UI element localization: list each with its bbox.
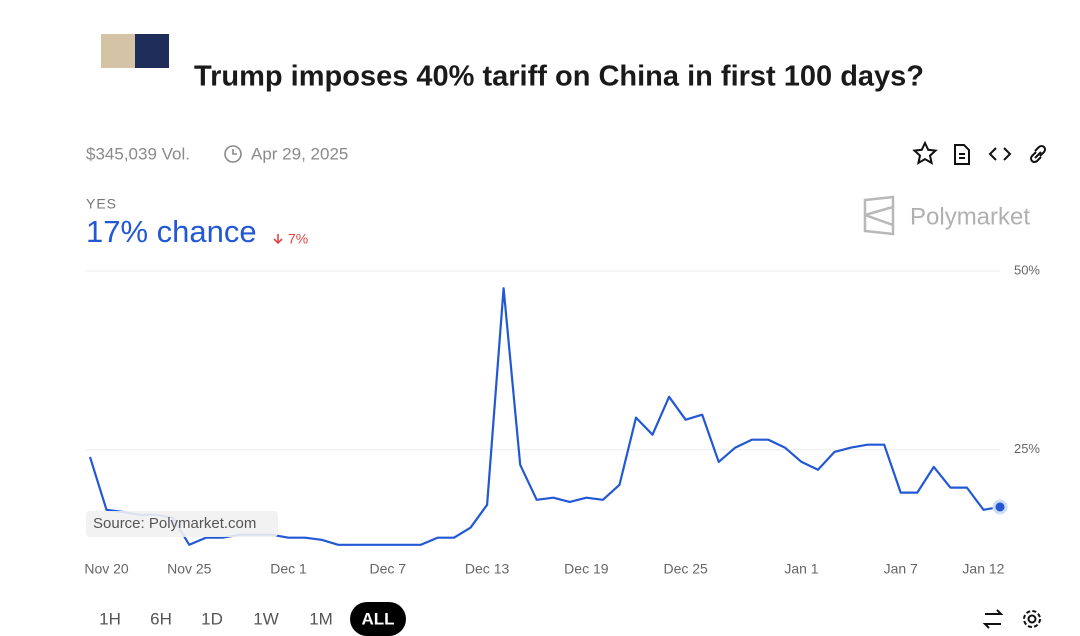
- source: Source: Polymarket.com: [93, 515, 256, 532]
- doc-icon[interactable]: [954, 144, 970, 165]
- range-button[interactable]: 1M: [309, 609, 333, 628]
- thumb-right: [135, 34, 169, 68]
- y-tick-label: 50%: [1014, 262, 1040, 277]
- range-button[interactable]: 6H: [150, 609, 172, 628]
- link-icon[interactable]: [1029, 144, 1047, 164]
- swap-icon[interactable]: [982, 609, 1004, 629]
- brand-logo: [863, 195, 895, 236]
- change: 7%: [288, 231, 308, 247]
- outcome-label: YES: [86, 196, 117, 212]
- end-date: Apr 29, 2025: [251, 144, 348, 163]
- thumb-left: [101, 34, 135, 68]
- x-tick-label: Nov 20: [84, 561, 129, 577]
- x-tick-label: Jan 1: [784, 561, 818, 577]
- x-tick-label: Jan 7: [884, 561, 918, 577]
- x-tick-label: Dec 13: [465, 561, 510, 577]
- chance: 17% chance: [86, 214, 257, 249]
- range-button[interactable]: 1W: [253, 609, 279, 628]
- embed-icon[interactable]: [988, 147, 1012, 161]
- x-tick-label: Dec 1: [270, 561, 307, 577]
- volume: $345,039 Vol.: [86, 144, 190, 163]
- gear-ring[interactable]: [1023, 610, 1041, 628]
- current-dot: [992, 499, 1008, 515]
- x-tick-label: Nov 25: [167, 561, 212, 577]
- x-tick-label: Jan 12: [962, 561, 1004, 577]
- x-tick-label: Dec 7: [370, 561, 407, 577]
- x-tick-label: Dec 25: [663, 561, 708, 577]
- plot: 25% 50% Nov 20 Nov 25 Dec 1 Dec 7 Dec 13 Dec 19…: [84, 262, 1040, 576]
- x-tick-label: Dec 19: [564, 561, 609, 577]
- range-button[interactable]: 1D: [201, 609, 223, 628]
- source-box: [86, 511, 278, 537]
- price-line: [88, 287, 1001, 546]
- market-title: Trump imposes 40% tariff on China in fir…: [194, 61, 924, 93]
- brand: Polymarket: [910, 203, 1030, 230]
- toolbar[interactable]: [912, 140, 1047, 165]
- star-icon[interactable]: [912, 140, 938, 165]
- clock-icon: [224, 145, 242, 163]
- range-button[interactable]: ALL: [361, 609, 394, 628]
- range-active-bg[interactable]: [350, 602, 406, 636]
- gear-icon[interactable]: [1027, 614, 1037, 624]
- down-arrow: [273, 234, 283, 245]
- y-tick-label: 25%: [1014, 441, 1040, 456]
- range-button[interactable]: 1H: [99, 609, 121, 628]
- range-buttons[interactable]: 1H 6H 1D 1W 1M ALL: [99, 602, 406, 636]
- settings[interactable]: [982, 609, 1041, 629]
